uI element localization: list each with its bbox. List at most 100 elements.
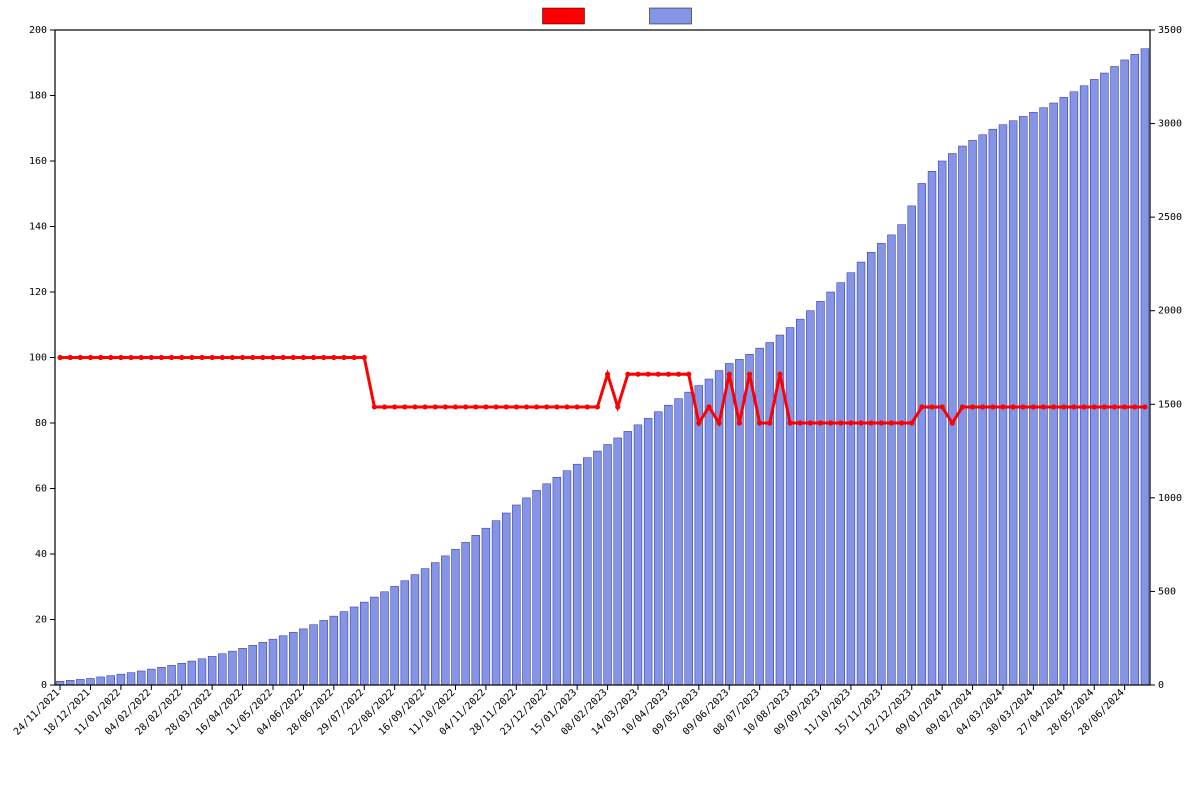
line-marker xyxy=(281,355,286,360)
line-marker xyxy=(737,420,742,425)
bar xyxy=(330,616,338,685)
line-marker xyxy=(504,404,509,409)
y-left-tick-label: 60 xyxy=(35,484,47,495)
line-marker xyxy=(463,404,468,409)
y-left-tick-label: 180 xyxy=(29,91,47,102)
bar xyxy=(228,651,236,685)
bar xyxy=(249,645,257,685)
line-marker xyxy=(747,372,752,377)
line-marker xyxy=(341,355,346,360)
bar xyxy=(624,431,632,685)
line-marker xyxy=(787,420,792,425)
bar xyxy=(370,597,378,685)
y-left-tick-label: 120 xyxy=(29,287,47,298)
line-marker xyxy=(189,355,194,360)
line-marker xyxy=(68,355,73,360)
bar xyxy=(431,563,439,685)
y-left-tick-label: 140 xyxy=(29,222,47,233)
bar xyxy=(421,569,429,685)
line-marker xyxy=(909,420,914,425)
line-marker xyxy=(1021,404,1026,409)
line-marker xyxy=(483,404,488,409)
line-marker xyxy=(828,420,833,425)
bar xyxy=(218,654,226,685)
line-marker xyxy=(291,355,296,360)
bar xyxy=(147,669,155,685)
bar xyxy=(512,505,520,685)
line-marker xyxy=(899,420,904,425)
line-marker xyxy=(595,404,600,409)
line-marker xyxy=(250,355,255,360)
line-marker xyxy=(311,355,316,360)
bar xyxy=(1080,86,1088,685)
line-marker xyxy=(524,404,529,409)
line-marker xyxy=(1000,404,1005,409)
bar xyxy=(259,642,267,685)
bar xyxy=(66,680,74,685)
line-marker xyxy=(230,355,235,360)
line-marker xyxy=(331,355,336,360)
bar xyxy=(1131,54,1139,685)
y-left-tick-label: 0 xyxy=(41,680,47,691)
bar xyxy=(482,528,490,685)
line-marker xyxy=(585,404,590,409)
bar xyxy=(310,625,318,685)
bar xyxy=(87,678,95,685)
bar xyxy=(857,262,865,685)
line-marker xyxy=(767,420,772,425)
bar xyxy=(786,328,794,685)
bar xyxy=(1070,92,1078,685)
line-marker xyxy=(808,420,813,425)
bar xyxy=(614,438,622,685)
line-marker xyxy=(798,420,803,425)
line-marker xyxy=(362,355,367,360)
bar xyxy=(918,183,926,685)
line-marker xyxy=(433,404,438,409)
bar xyxy=(178,663,186,685)
bar xyxy=(168,665,176,685)
line-marker xyxy=(372,404,377,409)
bar xyxy=(969,140,977,685)
y-left-tick-label: 200 xyxy=(29,25,47,36)
line-marker xyxy=(717,420,722,425)
bar xyxy=(97,677,105,685)
y-right-tick-label: 2500 xyxy=(1158,212,1182,223)
bar xyxy=(158,667,166,685)
line-marker xyxy=(179,355,184,360)
bar xyxy=(411,575,419,685)
line-marker xyxy=(493,404,498,409)
bar xyxy=(279,636,287,685)
y-right-tick-label: 1000 xyxy=(1158,493,1182,504)
line-marker xyxy=(858,420,863,425)
line-marker xyxy=(301,355,306,360)
bar xyxy=(817,301,825,685)
bar xyxy=(725,363,733,685)
line-marker xyxy=(1082,404,1087,409)
y-right-tick-label: 2000 xyxy=(1158,306,1182,317)
line-marker xyxy=(1061,404,1066,409)
line-marker xyxy=(321,355,326,360)
line-marker xyxy=(929,404,934,409)
bar xyxy=(269,639,277,685)
y-right-tick-label: 0 xyxy=(1158,680,1164,691)
bar xyxy=(908,206,916,685)
bar xyxy=(1141,49,1149,685)
line-marker xyxy=(970,404,975,409)
bar xyxy=(806,311,814,685)
line-marker xyxy=(727,372,732,377)
line-marker xyxy=(108,355,113,360)
bar xyxy=(543,484,551,685)
bar xyxy=(523,498,531,685)
line-marker xyxy=(990,404,995,409)
line-marker xyxy=(960,404,965,409)
line-marker xyxy=(1092,404,1097,409)
line-marker xyxy=(777,372,782,377)
bar xyxy=(1019,116,1027,685)
bar xyxy=(1050,103,1058,685)
y-right-tick-label: 3000 xyxy=(1158,119,1182,130)
line-marker xyxy=(199,355,204,360)
line-marker xyxy=(980,404,985,409)
line-marker xyxy=(544,404,549,409)
line-marker xyxy=(919,404,924,409)
bar xyxy=(360,602,368,685)
